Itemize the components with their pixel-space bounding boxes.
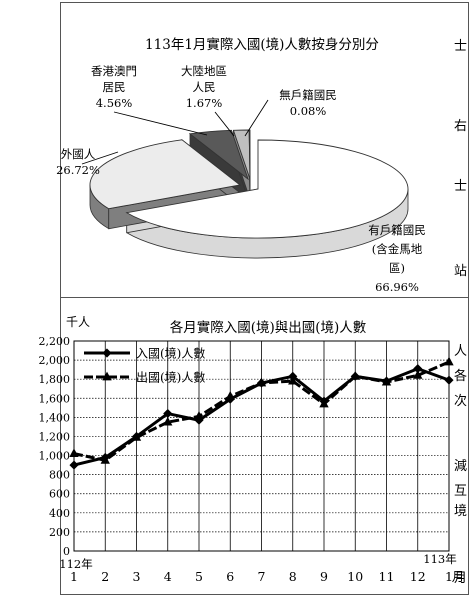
x-tick-label: 4 bbox=[164, 569, 172, 584]
pie-label: 人民 bbox=[193, 80, 216, 94]
data-point bbox=[350, 370, 360, 380]
pie-percent-label: 4.56% bbox=[96, 96, 133, 110]
pie-slice bbox=[89, 139, 242, 210]
y-tick-label: 200 bbox=[49, 526, 70, 539]
x-tick-label: 6 bbox=[226, 569, 234, 584]
x-tick-label: 11 bbox=[379, 569, 395, 584]
x-tick-label: 1 bbox=[445, 569, 453, 584]
data-point bbox=[319, 398, 329, 408]
panel-divider bbox=[60, 297, 469, 298]
data-point bbox=[413, 370, 423, 379]
figure-panel bbox=[60, 2, 469, 595]
x-tick-label: 10 bbox=[347, 569, 363, 584]
data-point bbox=[194, 411, 204, 420]
pie-label: 無戶籍國民 bbox=[279, 88, 337, 102]
side-text-char: 士 bbox=[453, 39, 467, 54]
side-text-char: 人 bbox=[453, 344, 467, 359]
data-point bbox=[444, 375, 454, 385]
y-tick-label: 400 bbox=[49, 507, 70, 520]
data-point bbox=[225, 391, 235, 400]
data-point bbox=[69, 448, 79, 458]
pie-percent-label: 1.67% bbox=[186, 96, 223, 110]
x-unit-label: 月 bbox=[452, 569, 465, 584]
x-tick-label: 5 bbox=[195, 569, 203, 584]
legend-label: 入國(境)人數 bbox=[136, 346, 205, 361]
pie-slice bbox=[188, 129, 249, 181]
pie-label: 居民 bbox=[103, 80, 126, 94]
y-tick-label: 0 bbox=[63, 545, 70, 558]
data-point bbox=[256, 377, 267, 387]
data-point bbox=[100, 454, 110, 464]
y-tick-label: 2,000 bbox=[39, 354, 71, 367]
pie-label: 大陸地區 bbox=[181, 64, 227, 78]
pie-label: 區) bbox=[389, 261, 405, 275]
y-tick-label: 600 bbox=[49, 488, 70, 501]
data-point bbox=[131, 432, 142, 441]
data-point bbox=[288, 375, 298, 385]
x-end-year-label: 113年 bbox=[423, 552, 456, 566]
pie-percent-label: 0.08% bbox=[290, 104, 327, 118]
pie-title: 113年1月實際入國(境)人數按身分別分 bbox=[145, 36, 379, 53]
y-tick-label: 1,200 bbox=[39, 430, 71, 443]
y-tick-label: 1,400 bbox=[39, 411, 71, 424]
pie-label: (含金馬地 bbox=[372, 242, 423, 256]
side-text-char: 站 bbox=[453, 264, 467, 279]
line-title: 各月實際入國(境)與出國(境)人數 bbox=[170, 319, 367, 336]
pie-leader-line bbox=[214, 111, 235, 137]
data-point bbox=[444, 356, 454, 366]
x-tick-label: 1 bbox=[70, 569, 78, 584]
x-tick-label: 2 bbox=[101, 569, 109, 584]
y-tick-label: 800 bbox=[49, 469, 70, 482]
pie-leader-line bbox=[113, 111, 208, 136]
y-tick-label: 1,800 bbox=[39, 373, 71, 386]
x-tick-label: 3 bbox=[133, 569, 141, 584]
y-tick-label: 1,000 bbox=[39, 450, 71, 463]
y-axis-unit-label: 千人 bbox=[66, 315, 90, 329]
y-tick-label: 2,200 bbox=[39, 335, 71, 348]
data-point bbox=[381, 376, 392, 386]
side-text-char: 月 bbox=[453, 571, 467, 586]
pie-label: 香港澳門 bbox=[91, 64, 137, 78]
x-tick-label: 12 bbox=[410, 569, 426, 584]
legend-marker bbox=[102, 348, 112, 358]
legend-label: 出國(境)人數 bbox=[136, 370, 205, 385]
legend-marker bbox=[102, 371, 112, 381]
pie-label: 外國人 bbox=[61, 147, 96, 161]
pie-percent-label: 26.72% bbox=[56, 163, 100, 177]
pie-percent-label: 66.96% bbox=[375, 280, 419, 294]
side-text-char: 右 bbox=[453, 119, 467, 134]
side-text-char: 互 bbox=[453, 484, 467, 499]
pie-label: 有戶籍國民 bbox=[368, 223, 426, 237]
side-text-char: 次 bbox=[453, 394, 467, 409]
data-point bbox=[69, 460, 79, 470]
line-chart: 各月實際入國(境)與出國(境)人數 千人 0 200 400 600 800 1,000 1… bbox=[39, 315, 465, 584]
y-tick-label: 1,600 bbox=[39, 392, 71, 405]
side-text-char: 境 bbox=[453, 504, 467, 519]
side-text-char: 減 bbox=[453, 459, 467, 474]
x-start-year-label: 112年 bbox=[59, 557, 92, 571]
data-point bbox=[163, 416, 173, 426]
pie-leader-line bbox=[81, 151, 119, 165]
x-tick-label: 9 bbox=[320, 569, 328, 584]
pie-leader-line bbox=[244, 99, 269, 137]
pie-slice bbox=[125, 139, 409, 239]
side-text-char: 士 bbox=[453, 179, 467, 194]
x-tick-label: 8 bbox=[289, 569, 297, 584]
x-tick-label: 7 bbox=[258, 569, 266, 584]
side-text-char: 各 bbox=[453, 369, 467, 384]
